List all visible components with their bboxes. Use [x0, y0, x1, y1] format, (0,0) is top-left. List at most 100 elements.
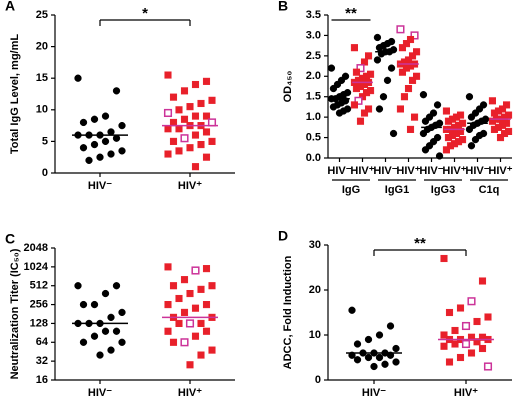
data-point	[202, 327, 211, 335]
data-point	[350, 44, 358, 52]
data-point	[408, 76, 417, 84]
data-point	[478, 277, 487, 285]
data-point	[90, 332, 99, 340]
data-point	[446, 142, 455, 150]
data-point	[79, 118, 88, 127]
x-tick-label: HIV⁺	[396, 165, 420, 177]
data-point	[402, 64, 411, 72]
data-point	[107, 346, 115, 354]
data-point	[473, 338, 481, 346]
data-point	[180, 134, 189, 143]
data-point	[191, 80, 200, 89]
data-point	[207, 118, 217, 127]
y-tick-label: 2048	[24, 242, 48, 254]
data-point	[467, 333, 476, 341]
data-point	[180, 308, 189, 316]
y-tick-label: 0	[315, 374, 321, 386]
data-point	[112, 327, 121, 335]
y-tick-label: 20	[309, 284, 321, 296]
data-point	[392, 344, 400, 353]
data-point	[404, 84, 413, 93]
data-point	[442, 107, 450, 115]
y-tick-label: 1024	[24, 261, 49, 273]
data-point	[387, 64, 396, 72]
data-point	[186, 103, 194, 111]
data-point	[488, 97, 496, 105]
y-tick-label: 1.5	[306, 91, 321, 103]
data-point	[186, 289, 194, 298]
data-point	[180, 276, 189, 284]
y-tick-label: 32	[36, 355, 48, 367]
y-tick-label: 2.5	[306, 50, 321, 62]
data-point	[348, 306, 356, 314]
data-point	[202, 112, 211, 120]
data-point	[352, 84, 361, 93]
panel-letter: A	[5, 0, 15, 14]
data-point	[360, 109, 369, 117]
data-point	[96, 351, 104, 359]
y-tick-label: 10	[36, 104, 48, 116]
y-tick-label: 64	[36, 336, 49, 348]
data-point	[180, 338, 189, 347]
y-tick-label: 15	[36, 72, 48, 84]
data-point	[186, 361, 194, 369]
data-point	[467, 113, 476, 121]
data-point	[451, 340, 459, 348]
data-point	[408, 52, 417, 60]
data-point	[373, 33, 382, 42]
x-tick-label: HIV⁻	[465, 165, 489, 177]
data-point	[461, 339, 471, 349]
y-tick-label: 20	[36, 41, 48, 53]
y-tick-label: 16	[36, 374, 48, 386]
data-point	[164, 301, 172, 309]
data-point	[389, 129, 398, 138]
data-point	[413, 72, 421, 80]
x-tick-label: HIV⁻	[373, 165, 397, 177]
panel-letter: B	[278, 0, 288, 14]
data-point	[175, 319, 183, 327]
x-tick-label: HIV⁺	[178, 387, 202, 399]
data-point	[467, 349, 476, 357]
data-point	[356, 64, 365, 73]
x-tick-label: HIV⁻	[88, 387, 112, 399]
data-point	[185, 319, 195, 328]
data-point	[180, 115, 189, 123]
data-point	[327, 64, 336, 72]
data-point	[101, 137, 110, 146]
data-point	[197, 285, 205, 293]
y-tick-label: 3.0	[306, 29, 321, 41]
y-tick-label: 5	[42, 135, 48, 147]
data-point	[202, 128, 211, 136]
data-point	[164, 71, 172, 79]
data-point	[175, 125, 183, 133]
data-point	[180, 87, 189, 95]
data-point	[381, 360, 389, 368]
significance-label: **	[414, 235, 426, 252]
data-point	[490, 125, 499, 133]
x-tick-label: HIV⁺	[350, 165, 374, 177]
data-point	[410, 113, 419, 121]
x-tick-label: HIV⁻	[327, 165, 351, 177]
data-point	[398, 68, 407, 76]
data-point	[107, 150, 115, 158]
x-tick-label: HIV⁺	[454, 387, 478, 399]
data-point	[169, 93, 178, 101]
data-point	[406, 35, 415, 44]
data-point	[350, 101, 358, 109]
data-point	[208, 282, 216, 290]
group-label: IgG1	[385, 184, 409, 196]
data-point	[478, 344, 487, 353]
data-point	[400, 93, 409, 101]
data-point	[107, 313, 115, 322]
y-tick-label: 3.5	[306, 9, 321, 21]
data-point	[191, 332, 200, 340]
data-point	[335, 109, 344, 117]
x-tick-label: HIV⁻	[88, 180, 112, 192]
y-tick-label: 1.0	[306, 111, 321, 123]
data-point	[467, 142, 476, 150]
significance-label: **	[345, 5, 357, 22]
data-point	[375, 353, 384, 362]
data-point	[402, 40, 411, 48]
data-point	[191, 304, 200, 312]
data-point	[197, 319, 205, 327]
